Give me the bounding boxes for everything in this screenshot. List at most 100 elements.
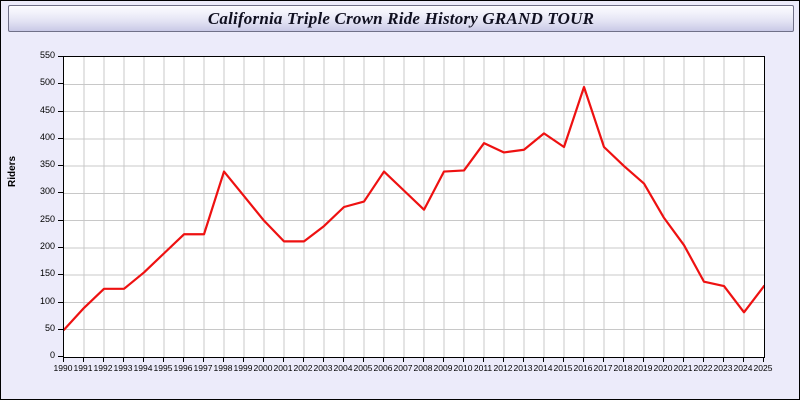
x-tick-mark [323,357,324,362]
x-tick-label: 1993 [113,363,133,373]
x-tick-mark [283,357,284,362]
x-tick-mark [763,357,764,362]
y-tick-label: 550 [39,50,55,60]
x-tick-mark [203,357,204,362]
x-tick-label: 1999 [233,363,253,373]
x-tick-mark [63,357,64,362]
x-tick-label: 2000 [253,363,273,373]
x-tick-label: 2017 [593,363,613,373]
y-tick-label: 200 [39,240,55,251]
x-tick-mark [623,357,624,362]
x-tick-label: 2016 [573,363,593,373]
y-tick-label: 250 [39,213,55,224]
x-tick-label: 1991 [73,363,93,373]
y-tick-mark [58,192,63,194]
x-tick-mark [483,357,484,362]
x-tick-label: 2001 [273,363,293,373]
y-tick-mark [58,328,63,330]
series-riders-line [64,85,764,331]
y-tick-mark [58,137,63,139]
x-tick-mark [703,357,704,362]
grid-lines [64,57,764,357]
x-tick-mark [363,357,364,362]
x-tick-label: 2008 [413,363,433,373]
y-tick-mark [58,274,63,276]
x-tick-mark [663,357,664,362]
y-tick-label: 350 [39,159,55,170]
x-tick-mark [463,357,464,362]
x-tick-mark [583,357,584,362]
x-tick-mark [563,357,564,362]
x-tick-mark [143,357,144,362]
x-tick-label: 2013 [513,363,533,373]
x-tick-mark [303,357,304,362]
x-tick-mark [83,357,84,362]
y-tick-label: 50 [44,322,55,333]
plot-area [63,56,765,358]
x-tick-mark [383,357,384,362]
x-tick-mark [103,357,104,362]
y-tick-label: 150 [39,268,55,279]
x-tick-label: 2019 [633,363,653,373]
x-tick-label: 2020 [653,363,673,373]
x-tick-label: 2003 [313,363,333,373]
x-tick-label: 2010 [453,363,473,373]
y-tick-mark [58,56,63,57]
y-tick-label: 300 [39,186,55,197]
y-tick-mark [58,110,63,112]
x-tick-mark [243,357,244,362]
y-tick-mark [58,83,63,85]
x-tick-mark [743,357,744,362]
x-tick-label: 2021 [673,363,693,373]
x-tick-mark [163,357,164,362]
y-tick-mark [58,165,63,167]
y-tick-mark [58,219,63,221]
x-tick-label: 1997 [193,363,213,373]
x-tick-mark [343,357,344,362]
x-tick-mark [183,357,184,362]
x-tick-label: 2025 [753,363,773,373]
x-tick-label: 1996 [173,363,193,373]
x-tick-mark [503,357,504,362]
x-tick-mark [443,357,444,362]
x-tick-label: 1995 [153,363,173,373]
x-tick-label: 1990 [53,363,73,373]
x-tick-label: 2024 [733,363,753,373]
title-bar: California Triple Crown Ride History GRA… [8,5,794,32]
x-tick-label: 2011 [473,363,493,373]
x-tick-mark [523,357,524,362]
x-tick-label: 2014 [533,363,553,373]
x-tick-label: 2015 [553,363,573,373]
x-tick-mark [403,357,404,362]
x-tick-mark [543,357,544,362]
x-tick-mark [723,357,724,362]
x-tick-mark [643,357,644,362]
x-tick-label: 2007 [393,363,413,373]
x-tick-mark [683,357,684,362]
x-tick-label: 2004 [333,363,353,373]
y-axis-title: Riders [7,155,18,187]
x-tick-label: 2023 [713,363,733,373]
x-tick-label: 2002 [293,363,313,373]
x-tick-label: 2006 [373,363,393,373]
x-tick-label: 2022 [693,363,713,373]
y-tick-mark [58,301,63,303]
y-tick-label: 450 [39,104,55,115]
y-tick-label: 0 [49,350,55,360]
x-tick-mark [223,357,224,362]
y-tick-mark [58,356,63,357]
x-tick-mark [423,357,424,362]
x-tick-label: 1992 [93,363,113,373]
x-tick-label: 1994 [133,363,153,373]
x-tick-mark [123,357,124,362]
y-tick-label: 100 [39,295,55,306]
y-tick-label: 400 [39,131,55,142]
page-title: California Triple Crown Ride History GRA… [207,8,595,28]
y-tick-mark [58,246,63,248]
x-tick-mark [263,357,264,362]
x-tick-label: 2012 [493,363,513,373]
x-tick-mark [603,357,604,362]
x-tick-label: 2005 [353,363,373,373]
x-tick-label: 2009 [433,363,453,373]
